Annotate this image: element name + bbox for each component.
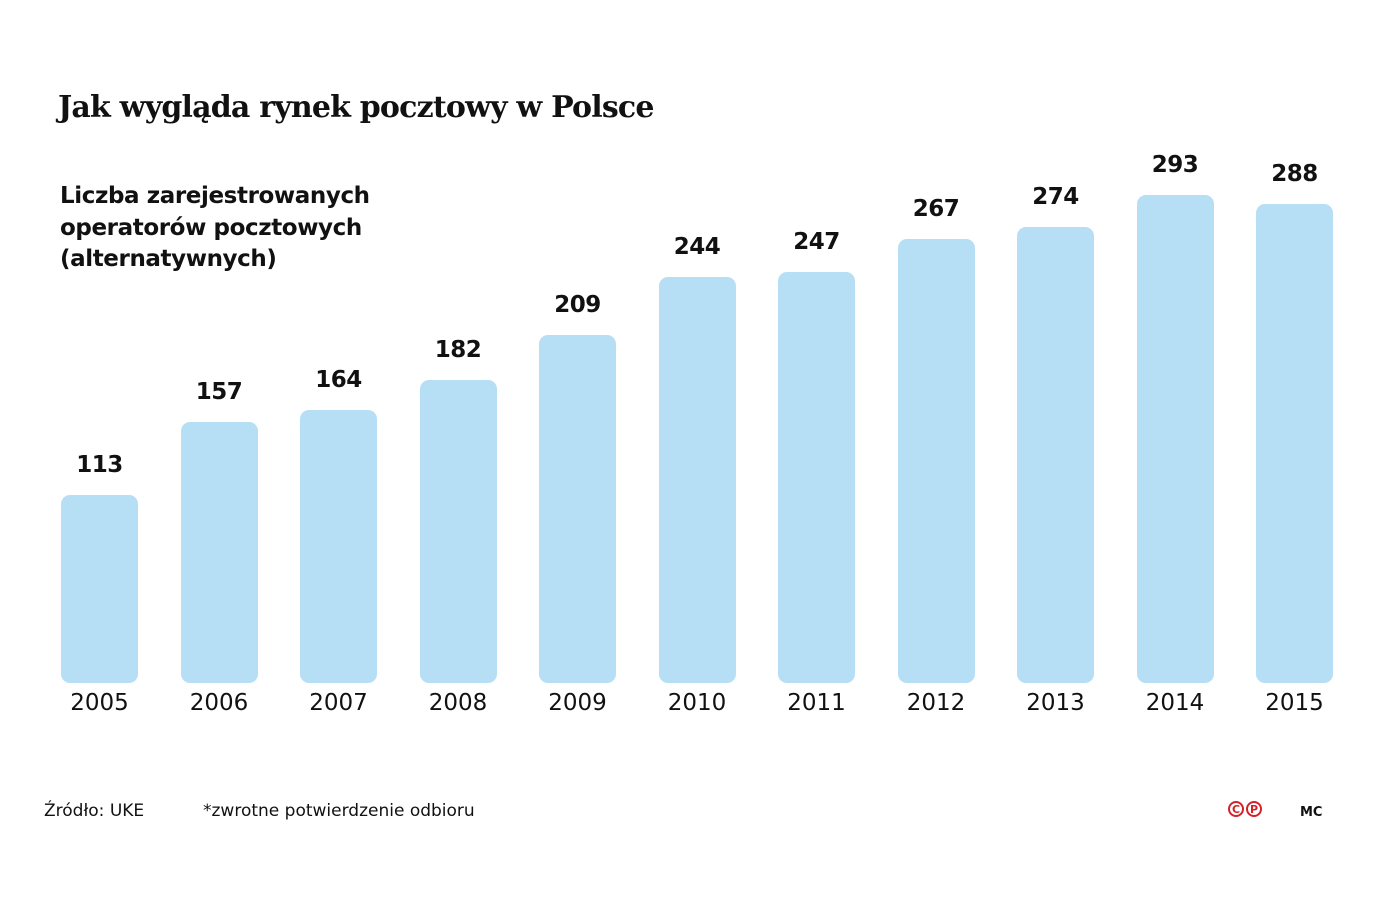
chart-subtitle: Liczba zarejestrowanych operatorów poczt… <box>60 183 370 272</box>
bar-2007 <box>300 410 377 683</box>
value-label: 157 <box>195 378 243 405</box>
value-label: 247 <box>793 228 840 255</box>
value-label: 244 <box>673 233 721 260</box>
value-label: 113 <box>76 451 123 478</box>
x-tick-label: 2008 <box>428 690 488 716</box>
bar-2011 <box>778 271 855 683</box>
x-tick-label: 2006 <box>189 690 249 716</box>
bar-2013 <box>1017 227 1094 683</box>
x-tick-label: 2009 <box>548 690 607 716</box>
x-tick-label: 2012 <box>906 690 966 716</box>
x-tick-label: 2015 <box>1265 690 1324 716</box>
x-tick-label: 2010 <box>667 690 727 716</box>
value-label: 293 <box>1151 152 1199 179</box>
bar-2009 <box>539 335 616 683</box>
copyright-c-icon: C <box>1228 801 1244 817</box>
publisher-logo: C P <box>1228 801 1262 817</box>
copyright-p-icon: P <box>1246 801 1262 817</box>
value-label: 164 <box>315 367 362 394</box>
x-tick-label: 2005 <box>70 690 129 716</box>
x-tick-label: 2014 <box>1145 690 1205 716</box>
value-label: 182 <box>434 337 482 364</box>
bar-2014 <box>1136 195 1214 683</box>
bar-2006 <box>180 421 258 683</box>
source-note: Źródło: UKE <box>44 801 145 821</box>
author-initials: MC <box>1300 805 1323 820</box>
chart-title: Jak wygląda rynek pocztowy w Polsce <box>58 90 654 125</box>
footnote: *zwrotne potwierdzenie odbioru <box>203 801 475 821</box>
bar-2012 <box>897 238 975 683</box>
bar-2015 <box>1256 203 1333 683</box>
value-label: 288 <box>1271 160 1318 187</box>
value-label: 274 <box>1032 184 1079 211</box>
bar-2008 <box>419 380 497 683</box>
bar-2010 <box>658 276 736 683</box>
x-tick-label: 2013 <box>1026 690 1085 716</box>
bar-2005 <box>61 494 138 683</box>
value-label: 209 <box>554 292 601 319</box>
x-tick-label: 2007 <box>309 690 368 716</box>
value-label: 267 <box>912 195 960 222</box>
x-tick-label: 2011 <box>787 690 846 716</box>
